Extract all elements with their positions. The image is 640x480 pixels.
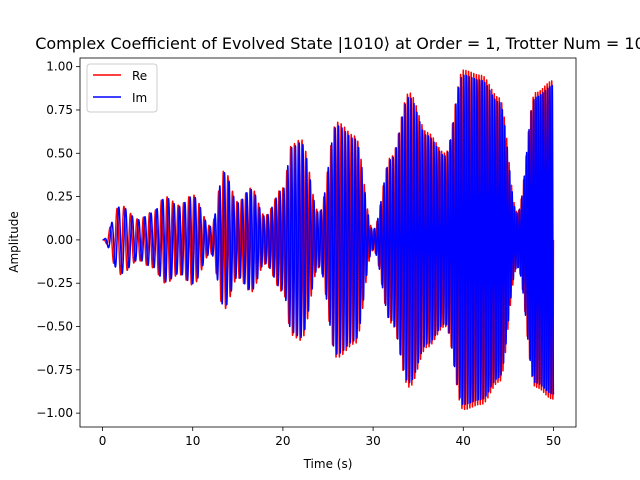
x-tick-label: 20: [275, 434, 290, 448]
y-tick-label: −0.50: [36, 320, 73, 334]
x-tick-label: 50: [546, 434, 561, 448]
legend-label-re: Re: [132, 69, 147, 83]
y-tick-label: 0.00: [46, 233, 73, 247]
legend: Re Im: [86, 63, 158, 113]
y-tick-label: −0.25: [36, 276, 73, 290]
y-tick-label: −1.00: [36, 406, 73, 420]
plot-area: [79, 57, 577, 428]
x-tick-label: 40: [456, 434, 471, 448]
series-line-im: [101, 74, 555, 406]
x-axis-label: Time (s): [303, 457, 353, 471]
y-tick-label: 1.00: [46, 60, 73, 74]
y-tick-label: −0.75: [36, 363, 73, 377]
y-axis: −1.00 −0.75 −0.50 −0.25 0.00 0.25 0.50 0.75 1.00: [36, 60, 80, 420]
series-layer: [101, 69, 555, 411]
legend-label-im: Im: [132, 91, 147, 105]
x-axis: 0 10 20 30 40 50: [99, 427, 561, 448]
y-tick-label: 0.75: [46, 103, 73, 117]
y-tick-label: 0.50: [46, 146, 73, 160]
x-tick-label: 30: [365, 434, 380, 448]
legend-box: [86, 63, 158, 113]
x-tick-label: 0: [99, 434, 107, 448]
x-tick-label: 10: [185, 434, 200, 448]
axes-frame: [79, 57, 577, 428]
y-axis-label: Amplitude: [7, 211, 21, 273]
chart-title: Complex Coefficient of Evolved State |10…: [35, 34, 640, 53]
y-tick-label: 0.25: [46, 190, 73, 204]
